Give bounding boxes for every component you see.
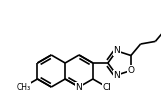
Text: N: N (113, 46, 120, 55)
Text: N: N (113, 71, 120, 80)
Text: O: O (128, 66, 134, 75)
Text: N: N (76, 82, 82, 91)
Text: Cl: Cl (102, 82, 111, 91)
Text: CH₃: CH₃ (17, 82, 31, 91)
